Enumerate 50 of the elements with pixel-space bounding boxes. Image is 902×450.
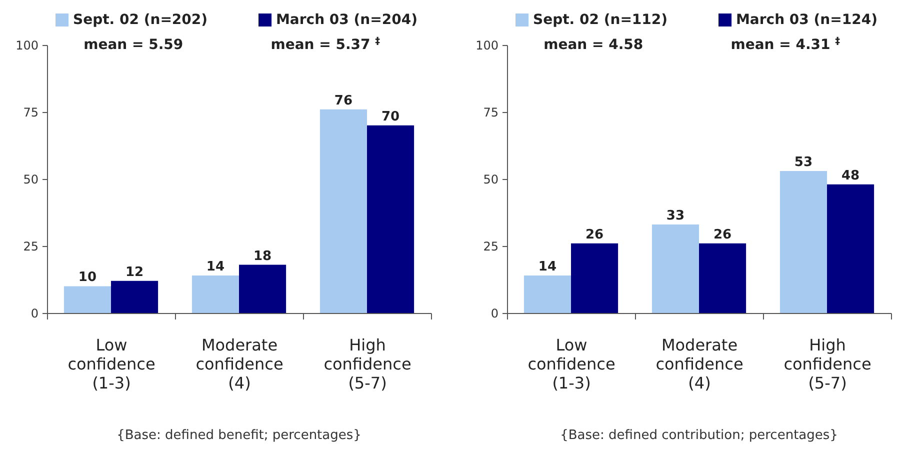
legend-label: March 03 (n=124) bbox=[736, 12, 878, 28]
bar bbox=[64, 286, 111, 313]
annotation: mean = 5.37 $^{‡}$ bbox=[270, 36, 380, 53]
y-tick-label: 0 bbox=[490, 306, 498, 320]
legend-label: Sept. 02 (n=112) bbox=[533, 12, 668, 28]
bar bbox=[320, 109, 367, 313]
data-label: 33 bbox=[666, 208, 685, 224]
bar bbox=[571, 243, 618, 313]
data-label: 26 bbox=[713, 227, 732, 242]
bar bbox=[699, 243, 746, 313]
y-tick-label: 100 bbox=[16, 38, 38, 52]
y-tick-label: 50 bbox=[23, 172, 38, 186]
data-label: 10 bbox=[78, 270, 97, 286]
y-tick-label: 100 bbox=[476, 38, 498, 52]
bar bbox=[780, 170, 827, 313]
bar bbox=[652, 224, 699, 313]
data-label: 70 bbox=[381, 109, 400, 124]
data-label: 18 bbox=[253, 248, 272, 264]
x-tick-label: Low confidence (1-3) bbox=[528, 336, 616, 392]
annotation: mean = 5.59 bbox=[84, 37, 184, 53]
data-label: 53 bbox=[794, 154, 813, 170]
x-tick-label: Moderate confidence (4) bbox=[656, 336, 744, 392]
x-tick-label: Low confidence (1-3) bbox=[68, 336, 156, 392]
y-tick-label: 25 bbox=[23, 240, 38, 254]
data-label: 14 bbox=[206, 259, 225, 274]
y-tick-label: 25 bbox=[483, 240, 498, 254]
annotation: mean = 4.58 bbox=[544, 37, 644, 53]
data-label: 48 bbox=[841, 168, 860, 184]
data-label: 12 bbox=[125, 264, 144, 280]
x-tick-label: High confidence (5-7) bbox=[324, 336, 412, 392]
annotation: mean = 4.31 $^{‡}$ bbox=[730, 36, 840, 53]
x-tick-label: Moderate confidence (4) bbox=[196, 336, 284, 392]
legend-label: Sept. 02 (n=202) bbox=[73, 12, 208, 28]
bar bbox=[367, 125, 414, 313]
y-tick-label: 75 bbox=[483, 106, 498, 120]
text: {Base: defined contribution; percentages} bbox=[560, 428, 838, 443]
text: {Base: defined benefit; percentages} bbox=[116, 428, 362, 443]
bar bbox=[524, 275, 571, 313]
x-tick-label: High confidence (5-7) bbox=[784, 336, 872, 392]
bar bbox=[111, 280, 158, 313]
y-tick-label: 50 bbox=[483, 172, 498, 186]
y-tick-label: 75 bbox=[23, 106, 38, 120]
data-label: 14 bbox=[538, 259, 557, 274]
bar bbox=[192, 275, 239, 313]
data-label: 76 bbox=[334, 93, 353, 108]
y-tick-label: 0 bbox=[30, 306, 38, 320]
legend-label: March 03 (n=204) bbox=[276, 12, 418, 28]
data-label: 26 bbox=[585, 227, 604, 242]
bar bbox=[239, 264, 286, 313]
bar bbox=[827, 184, 874, 313]
